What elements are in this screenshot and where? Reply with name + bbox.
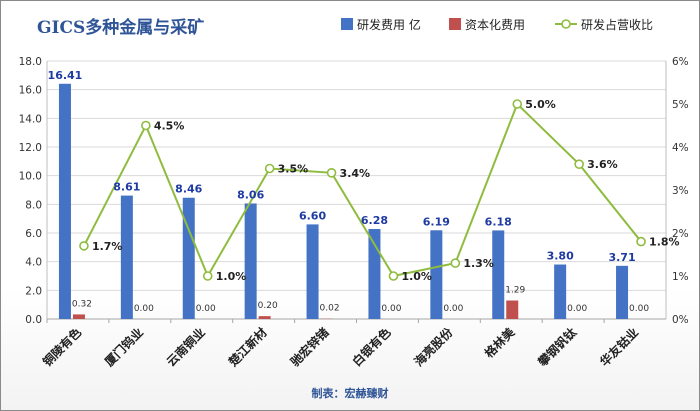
legend-label-rd: 研发费用 亿	[357, 17, 421, 32]
category-label: 厦门钨业	[101, 325, 146, 370]
rd-expense-label: 6.60	[299, 209, 326, 222]
gridlines	[47, 60, 666, 320]
right-tick-label: 0%	[672, 314, 689, 326]
rd-expense-bar	[120, 195, 133, 319]
rd-expense-bar	[368, 228, 381, 319]
legend-label-ratio: 研发占营收比	[581, 17, 653, 32]
right-tick-label: 5%	[672, 99, 689, 111]
ratio-label: 1.0%	[401, 270, 432, 283]
rd-expense-label: 6.18	[485, 215, 512, 228]
ratio-label: 1.0%	[216, 270, 247, 283]
ratio-label: 3.6%	[587, 158, 618, 171]
ratio-label: 1.8%	[649, 236, 680, 249]
rd-expense-bar	[58, 83, 71, 319]
category-label: 海亮股份	[411, 324, 456, 369]
left-tick-label: 0.0	[25, 314, 42, 326]
rd-expense-bar	[306, 224, 319, 319]
legend-swatch-rd	[341, 18, 353, 30]
legend: 研发费用 亿 资本化费用 研发占营收比	[341, 17, 653, 32]
rd-expense-label: 8.46	[175, 183, 202, 196]
ratio-label: 4.5%	[154, 120, 185, 133]
capitalized-expense-label: 0.32	[72, 299, 92, 309]
ratio-label: 3.5%	[278, 163, 309, 176]
right-tick-label: 1%	[672, 271, 689, 283]
left-tick-label: 8.0	[25, 199, 42, 211]
ratio-point	[79, 241, 89, 251]
capitalized-expense-label: 0.20	[258, 301, 278, 311]
legend-swatch-ratio-marker	[561, 19, 571, 29]
capitalized-expense-label: 0.00	[443, 304, 463, 314]
left-tick-label: 14.0	[19, 113, 42, 125]
left-tick-label: 12.0	[19, 142, 42, 154]
rd-expense-bar	[554, 264, 567, 319]
ratio-label: 1.3%	[463, 257, 494, 270]
bars	[58, 83, 629, 319]
category-label: 华友钴业	[597, 325, 642, 370]
left-tick-label: 6.0	[25, 228, 42, 240]
chart-title: GICS多种金属与采矿	[37, 17, 204, 38]
capitalized-expense-bar	[258, 316, 271, 319]
capitalized-expense-label: 0.00	[381, 304, 401, 314]
left-tick-label: 2.0	[25, 285, 42, 297]
ratio-point	[141, 120, 151, 131]
left-tick-label: 16.0	[19, 85, 42, 97]
rd-expense-bar	[182, 197, 195, 319]
footer-credit: 制表：宏赫臻财	[312, 386, 389, 400]
category-label: 云南铜业	[163, 325, 208, 370]
ratio-point	[450, 258, 461, 268]
right-tick-label: 6%	[672, 56, 689, 68]
ratio-line	[79, 99, 646, 281]
capitalized-expense-label: 1.29	[505, 286, 525, 296]
ratio-point	[636, 236, 646, 247]
left-tick-label: 18.0	[19, 56, 42, 68]
right-tick-label: 4%	[672, 142, 689, 154]
rd-expense-label: 6.28	[361, 214, 388, 227]
data-labels: 16.41 0.32 8.61 0.00 8.46 0.00 8.06 0.20 6.60 0.0…	[48, 69, 680, 314]
rd-expense-bar	[430, 230, 443, 319]
ratio-label: 5.0%	[525, 98, 556, 111]
rd-expense-label: 16.41	[48, 69, 83, 82]
category-label: 攀钢钒钛	[535, 324, 580, 369]
capitalized-expense-label: 0.00	[196, 304, 216, 314]
ratio-point	[388, 271, 399, 281]
ratio-label: 3.4%	[340, 167, 371, 180]
left-tick-label: 4.0	[25, 257, 42, 269]
rd-expense-bar	[492, 230, 505, 319]
axes: 0.0 2.0 4.0 6.0 8.0 10.0 12.0 14.0 16.0 18.0 0% 1% 2…	[19, 56, 689, 370]
left-tick-label: 10.0	[19, 171, 42, 183]
capitalized-expense-label: 0.00	[134, 304, 154, 314]
rd-expense-bar	[616, 265, 629, 319]
category-label: 驰宏锌锗	[287, 325, 332, 370]
rd-expense-label: 8.06	[237, 188, 264, 201]
capitalized-expense-label: 0.00	[629, 304, 649, 314]
category-label: 铜陵有色	[40, 325, 85, 370]
capitalized-expense-label: 0.02	[320, 304, 340, 314]
ratio-point	[326, 168, 337, 178]
ratio-point	[512, 99, 523, 109]
rd-expense-label: 6.19	[423, 215, 450, 228]
rd-expense-label: 3.80	[547, 250, 574, 263]
ratio-polyline	[83, 102, 642, 279]
category-label: 楚江新材	[225, 325, 270, 370]
category-label: 格林美	[481, 324, 518, 361]
right-tick-label: 3%	[672, 185, 689, 197]
ratio-point	[264, 163, 275, 174]
right-tick-label: 2%	[672, 228, 689, 240]
rd-expense-label: 8.61	[113, 181, 140, 194]
capitalized-expense-bar	[72, 314, 85, 319]
ratio-label: 1.7%	[92, 240, 123, 253]
rd-expense-label: 3.71	[608, 251, 635, 264]
capitalized-expense-label: 0.00	[567, 304, 587, 314]
capitalized-expense-bar	[506, 300, 519, 319]
rd-expense-bar	[244, 203, 257, 319]
ratio-point	[202, 271, 213, 281]
category-label: 白银有色	[349, 325, 394, 370]
legend-swatch-capitalized	[449, 18, 461, 30]
legend-label-capitalized: 资本化费用	[465, 18, 525, 32]
ratio-point	[574, 159, 584, 169]
